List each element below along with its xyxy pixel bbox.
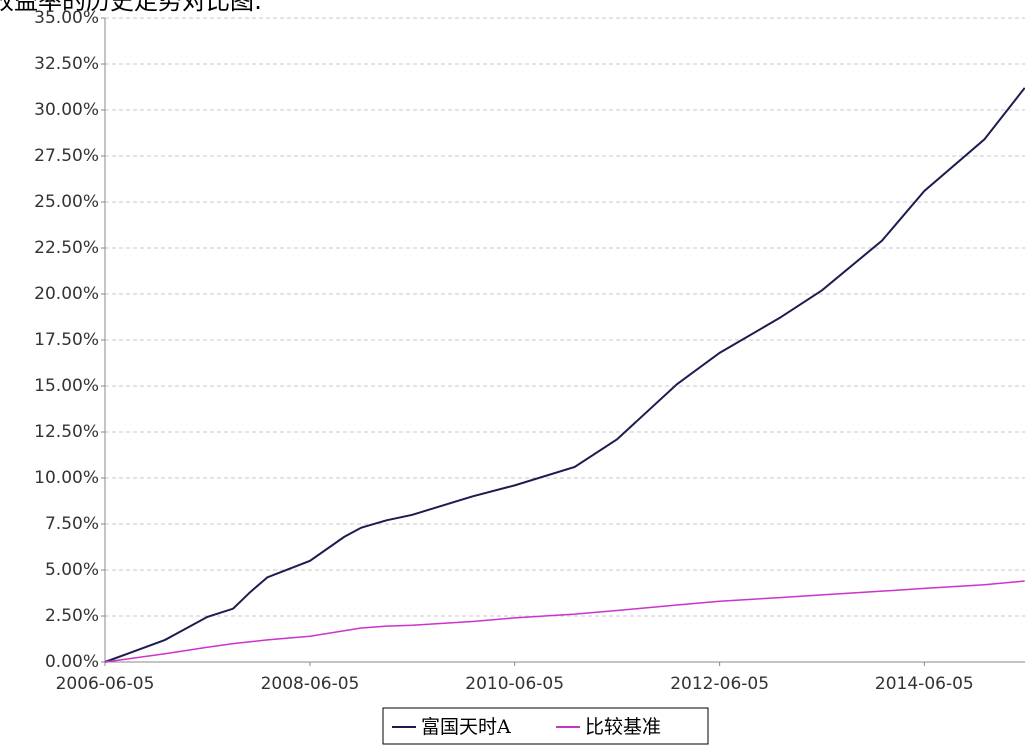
- chart-title: 收益率的历史走势对比图:: [0, 0, 262, 15]
- y-tick-label: 2.50%: [45, 606, 99, 626]
- y-tick-label: 12.50%: [34, 422, 99, 442]
- x-tick-label: 2014-06-05: [875, 674, 974, 694]
- y-tick-label: 22.50%: [34, 238, 99, 258]
- y-tick-label: 35.00%: [34, 8, 99, 28]
- y-tick-label: 0.00%: [45, 652, 99, 672]
- x-tick-label: 2008-06-05: [261, 674, 360, 694]
- y-tick-label: 5.00%: [45, 560, 99, 580]
- line: [104, 87, 1025, 663]
- y-tick-label: 10.00%: [34, 468, 99, 488]
- y-tick-label: 15.00%: [34, 376, 99, 396]
- x-tick-label: 2006-06-05: [56, 674, 155, 694]
- legend-label: 富国天时A: [421, 716, 511, 738]
- x-tick-label: 2012-06-05: [670, 674, 769, 694]
- y-tick-label: 25.00%: [34, 192, 99, 212]
- y-tick-label: 27.50%: [34, 146, 99, 166]
- legend-label: 比较基准: [585, 716, 661, 738]
- y-tick-label: 17.50%: [34, 330, 99, 350]
- y-tick-label: 30.00%: [34, 100, 99, 120]
- y-tick-label: 7.50%: [45, 514, 99, 534]
- x-tick-label: 2010-06-05: [465, 674, 564, 694]
- y-tick-label: 20.00%: [34, 284, 99, 304]
- legend-box: [382, 707, 709, 745]
- line: [104, 580, 1025, 663]
- y-tick-label: 32.50%: [34, 54, 99, 74]
